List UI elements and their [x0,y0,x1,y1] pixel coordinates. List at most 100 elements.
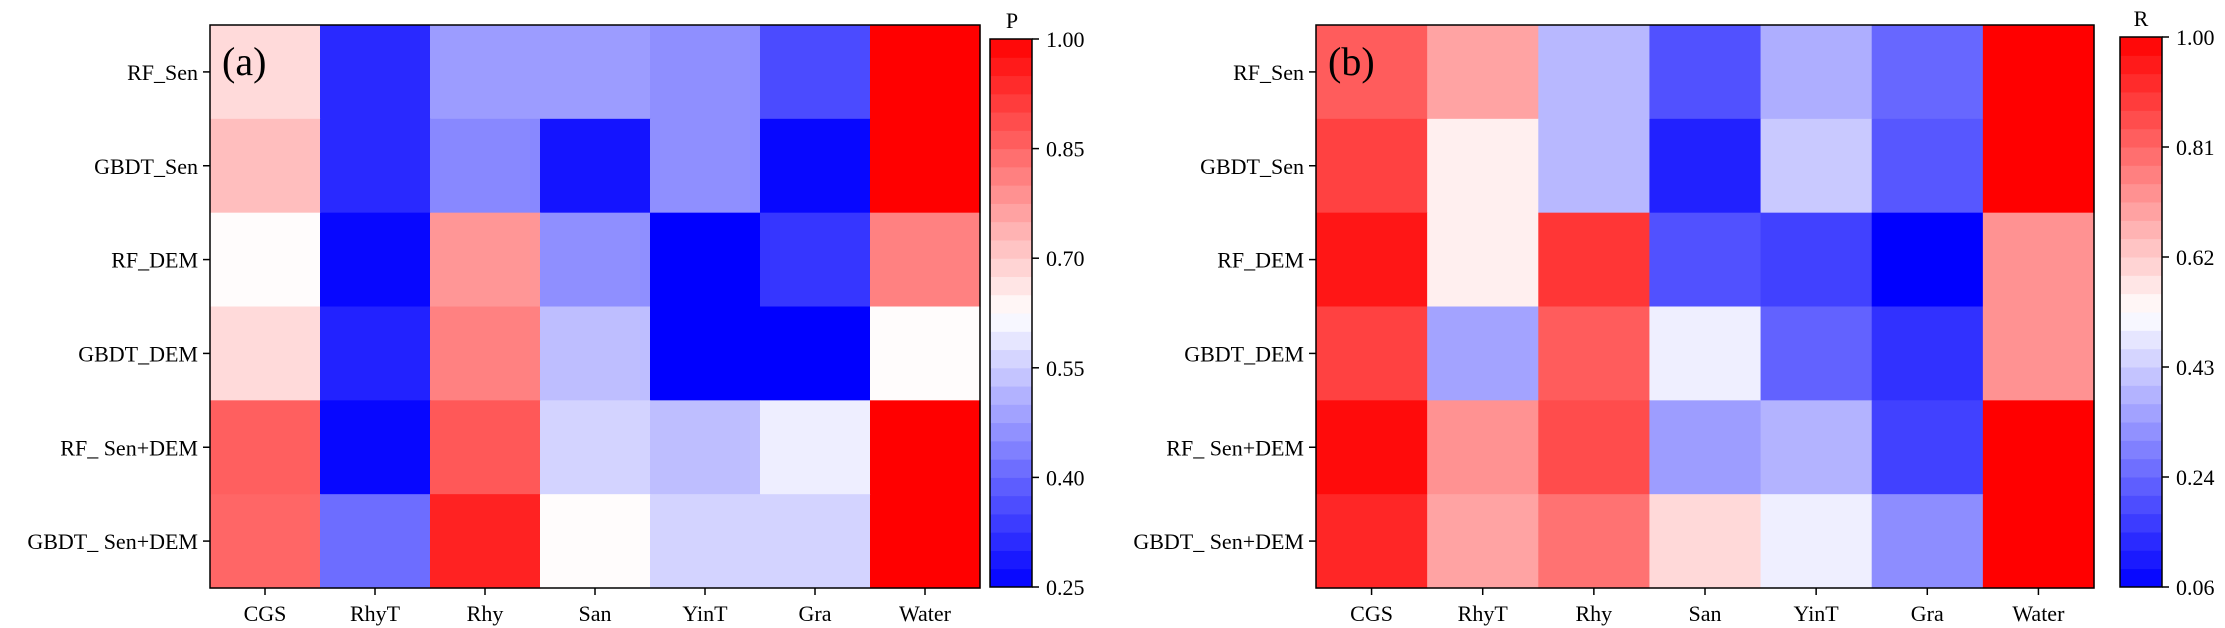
col-label-b-1: RhyT [1458,601,1509,626]
heatmap-cell-a-r3-c2 [430,306,541,401]
colorbar-tick-label-a-3: 0.55 [1046,356,1085,381]
heatmap-cell-a-r1-c6 [870,118,981,214]
colorbar-band-b-24 [2120,128,2162,148]
heatmap-cell-b-r4-c1 [1427,400,1539,495]
heatmap-cell-b-r2-c0 [1316,212,1428,308]
row-label-b-3: GBDT_DEM [1184,341,1304,366]
row-label-a-0: RF_Sen [127,60,198,85]
colorbar-band-a-23 [990,148,1032,168]
colorbar-band-b-11 [2120,367,2162,386]
colorbar-band-b-1 [2120,550,2162,570]
heatmap-cell-b-r3-c5 [1871,306,1984,401]
colorbar-band-a-27 [990,75,1032,95]
heatmap-cell-a-r1-c2 [430,118,541,214]
heatmap-cell-b-r0-c0 [1316,25,1428,120]
heatmap-cell-b-r0-c1 [1427,25,1539,120]
panel-a-heatmap: RF_Sen GBDT_Sen RF_DEM GBDT_DEM RF_ Sen+DEM G… [27,8,1084,626]
heatmap-cell-b-r1-c0 [1316,118,1428,214]
colorbar-band-b-18 [2120,238,2162,258]
heatmap-cell-b-r1-c2 [1538,118,1651,214]
colorbar-frame-b [2119,36,2163,588]
heatmap-cell-a-r0-c3 [540,25,651,120]
colorbar-tick-label-a-0: 1.00 [1046,27,1085,52]
panel-label-a: (a) [222,39,266,84]
col-label-b-0: CGS [1350,601,1393,626]
colorbar-band-a-2 [990,532,1032,551]
colorbar-tick-label-a-4: 0.40 [1046,465,1085,490]
heatmap-cell-a-r5-c3 [540,494,651,589]
colorbar-tick-label-b-3: 0.43 [2176,355,2215,380]
heatmap-cell-b-r4-c0 [1316,400,1428,495]
heatmap-cell-a-r2-c4 [650,212,761,308]
heatmap-cell-b-r3-c6 [1982,306,2095,401]
heatmap-cell-b-r3-c0 [1316,306,1428,401]
colorbar-tick-label-b-4: 0.24 [2176,465,2215,490]
heatmap-cell-a-r4-c6 [870,400,981,495]
heatmap-cell-b-r5-c6 [1982,494,2095,589]
heatmap-cell-b-r5-c1 [1427,494,1539,589]
row-label-a-3: GBDT_DEM [78,341,198,366]
colorbar-band-a-26 [990,93,1032,113]
heatmap-cell-a-r0-c1 [320,25,431,120]
colorbar-band-b-6 [2120,458,2162,478]
row-label-b-5: GBDT_ Sen+DEM [1133,529,1304,554]
row-label-b-2: RF_DEM [1217,248,1304,273]
colorbar-tick-label-a-2: 0.70 [1046,246,1085,271]
colorbar-band-b-14 [2120,312,2162,331]
heatmap-cell-b-r3-c3 [1649,306,1762,401]
heatmap-cell-a-r4-c2 [430,400,541,495]
heatmap-cell-b-r0-c2 [1538,25,1651,120]
heatmap-cell-a-r4-c3 [540,400,651,495]
col-label-b-2: Rhy [1576,601,1613,626]
heatmap-cell-b-r0-c6 [1982,25,2095,120]
heatmap-cell-a-r4-c0 [210,400,321,495]
colorbar-band-a-11 [990,367,1032,387]
heatmap-cell-b-r5-c4 [1760,494,1873,589]
row-label-a-5: GBDT_ Sen+DEM [27,529,198,554]
heatmap-cell-a-r3-c4 [650,306,761,401]
colorbar-band-a-21 [990,185,1032,204]
colorbar-band-a-6 [990,459,1032,478]
heatmap-cell-a-r2-c6 [870,212,981,308]
colorbar-band-a-10 [990,386,1032,405]
heatmap-cell-a-r0-c2 [430,25,541,120]
heatmap-cell-a-r2-c1 [320,212,431,308]
heatmap-cell-a-r4-c4 [650,400,761,495]
colorbar-band-a-14 [990,313,1032,332]
colorbar-title-a: P [1006,8,1018,33]
heatmap-cell-a-r3-c0 [210,306,321,401]
heatmap-cell-a-r5-c1 [320,494,431,589]
colorbar-band-b-8 [2120,422,2162,441]
col-label-a-4: YinT [682,601,728,626]
colorbar-tick-label-a-5: 0.25 [1046,575,1085,600]
row-label-a-2: RF_DEM [111,248,198,273]
heatmap-cell-b-r2-c2 [1538,212,1651,308]
colorbar-band-b-20 [2120,202,2162,221]
colorbar-band-a-24 [990,130,1032,150]
heatmap-cell-a-r2-c5 [760,212,871,308]
colorbar-band-a-16 [990,276,1032,296]
heatmap-cell-a-r3-c5 [760,306,871,401]
colorbar-band-b-28 [2120,55,2162,75]
colorbar-frame-a [989,38,1033,588]
colorbar-tick-label-b-1: 0.81 [2176,135,2215,160]
col-label-a-3: San [579,601,612,626]
heatmap-cell-a-r0-c4 [650,25,761,120]
colorbar-band-b-23 [2120,147,2162,166]
colorbar-band-a-9 [990,404,1032,424]
heatmap-cell-b-r1-c4 [1760,118,1873,214]
heatmap-cell-b-r4-c5 [1871,400,1984,495]
heatmap-cell-b-r2-c6 [1982,212,2095,308]
heatmap-cell-b-r2-c4 [1760,212,1873,308]
heatmap-cell-b-r5-c3 [1649,494,1762,589]
colorbar-band-b-17 [2120,257,2162,276]
colorbar-band-a-17 [990,258,1032,277]
heatmap-cell-a-r1-c3 [540,118,651,214]
heatmap-cell-b-r0-c3 [1649,25,1762,120]
row-label-b-0: RF_Sen [1233,60,1304,85]
heatmap-cell-a-r0-c6 [870,25,981,120]
row-label-a-4: RF_ Sen+DEM [60,435,198,460]
col-label-a-2: Rhy [467,601,504,626]
panel-label-b: (b) [1328,39,1375,84]
